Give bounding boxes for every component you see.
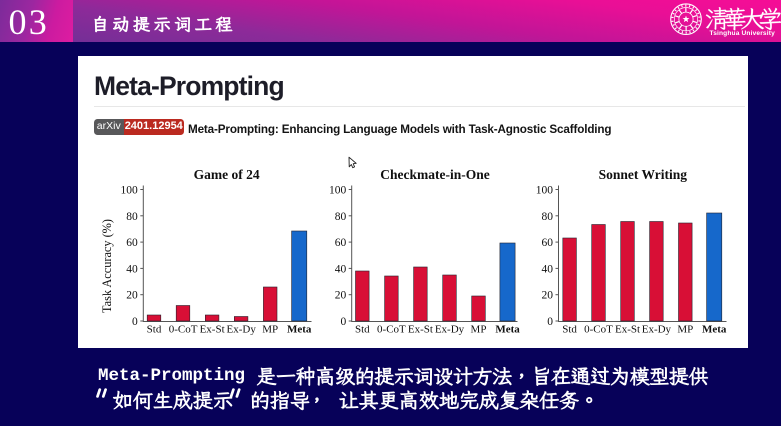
svg-text:Ex-St: Ex-St [200,323,225,335]
svg-text:0-CoT: 0-CoT [169,323,198,335]
svg-text:60: 60 [542,237,554,249]
svg-text:40: 40 [542,263,554,275]
svg-text:Std: Std [147,323,162,335]
svg-text:Checkmate-in-One: Checkmate-in-One [380,167,489,182]
svg-text:100: 100 [329,185,347,197]
svg-text:0: 0 [340,316,346,328]
svg-text:Task Accuracy (%): Task Accuracy (%) [100,219,114,313]
svg-text:20: 20 [335,290,347,302]
svg-text:Ex-St: Ex-St [408,323,433,335]
svg-text:Game of 24: Game of 24 [194,167,260,182]
svg-text:100: 100 [121,185,139,197]
svg-text:Ex-Dy: Ex-Dy [227,323,257,335]
svg-text:Std: Std [355,323,370,335]
svg-text:Ex-St: Ex-St [615,323,640,335]
svg-text:80: 80 [126,211,138,223]
svg-text:MP: MP [471,323,487,335]
svg-text:Sonnet Writing: Sonnet Writing [599,167,688,182]
svg-text:20: 20 [542,290,554,302]
svg-text:0: 0 [132,316,138,328]
svg-text:20: 20 [126,290,138,302]
svg-text:40: 40 [335,263,347,275]
svg-text:60: 60 [335,237,347,249]
svg-text:0-CoT: 0-CoT [584,323,613,335]
svg-text:Meta: Meta [495,323,520,335]
svg-text:MP: MP [262,323,278,335]
svg-text:0: 0 [547,316,553,328]
svg-text:0-CoT: 0-CoT [377,323,406,335]
svg-text:100: 100 [536,185,554,197]
svg-text:80: 80 [542,211,554,223]
svg-text:80: 80 [335,211,347,223]
svg-text:Meta: Meta [287,323,312,335]
svg-text:Meta: Meta [702,323,727,335]
svg-text:Ex-Dy: Ex-Dy [435,323,465,335]
svg-text:Ex-Dy: Ex-Dy [642,323,672,335]
svg-text:Std: Std [562,323,577,335]
svg-text:40: 40 [126,263,138,275]
svg-text:MP: MP [677,323,693,335]
svg-text:60: 60 [126,237,138,249]
